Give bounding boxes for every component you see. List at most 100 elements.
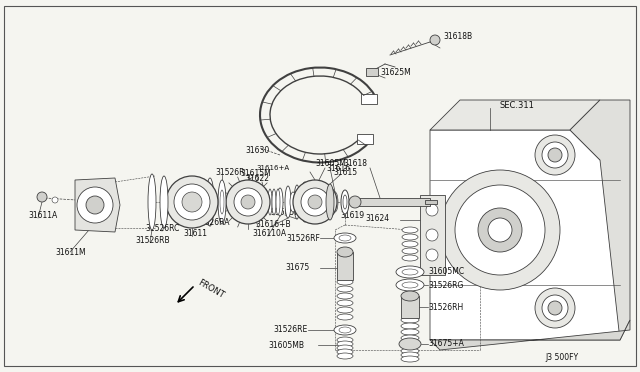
Text: 31611: 31611 [183, 228, 207, 237]
Circle shape [535, 135, 575, 175]
Circle shape [349, 196, 361, 208]
Text: 31616+B: 31616+B [255, 219, 291, 228]
Text: 31675+A: 31675+A [428, 340, 464, 349]
Ellipse shape [402, 255, 418, 261]
Circle shape [182, 192, 202, 212]
Ellipse shape [337, 300, 353, 306]
Ellipse shape [300, 182, 310, 222]
Ellipse shape [396, 279, 424, 291]
Text: FRONT: FRONT [196, 278, 225, 300]
Ellipse shape [277, 188, 283, 216]
Circle shape [535, 288, 575, 328]
Circle shape [426, 204, 438, 216]
Ellipse shape [401, 335, 419, 341]
Ellipse shape [401, 348, 419, 354]
Circle shape [542, 142, 568, 168]
Ellipse shape [314, 192, 320, 212]
Ellipse shape [402, 234, 418, 240]
Circle shape [226, 180, 270, 224]
Ellipse shape [337, 353, 353, 359]
Ellipse shape [401, 317, 419, 323]
Text: 31605MC: 31605MC [428, 267, 464, 276]
Text: 31526RF: 31526RF [286, 234, 320, 243]
Ellipse shape [337, 341, 353, 347]
Circle shape [430, 35, 440, 45]
Ellipse shape [285, 186, 291, 218]
Ellipse shape [268, 189, 272, 215]
Text: 31526RB: 31526RB [135, 235, 170, 244]
Text: 316110A: 316110A [252, 228, 286, 237]
Ellipse shape [337, 307, 353, 313]
Ellipse shape [337, 279, 353, 285]
Ellipse shape [218, 180, 226, 224]
Bar [361, 94, 377, 104]
Ellipse shape [337, 293, 353, 299]
Text: 31630: 31630 [245, 145, 269, 154]
Text: 31625M: 31625M [380, 67, 411, 77]
Circle shape [440, 170, 560, 290]
Ellipse shape [402, 241, 418, 247]
Circle shape [77, 187, 113, 223]
Bar [355, 198, 430, 206]
Ellipse shape [260, 189, 264, 215]
Ellipse shape [402, 248, 418, 254]
Ellipse shape [399, 338, 421, 350]
Circle shape [86, 196, 104, 214]
Ellipse shape [337, 286, 353, 292]
Ellipse shape [320, 192, 326, 212]
Text: 31622: 31622 [245, 173, 269, 183]
Ellipse shape [296, 192, 302, 212]
Circle shape [426, 229, 438, 241]
Text: 31611A: 31611A [28, 211, 57, 219]
Ellipse shape [402, 269, 418, 275]
Ellipse shape [343, 195, 347, 209]
Text: 31618B: 31618B [443, 32, 472, 41]
Ellipse shape [334, 325, 356, 335]
Ellipse shape [337, 337, 353, 343]
Ellipse shape [337, 247, 353, 257]
Ellipse shape [402, 227, 418, 233]
Text: 31615M: 31615M [240, 169, 271, 177]
Circle shape [548, 148, 562, 162]
Circle shape [293, 180, 337, 224]
Circle shape [241, 195, 255, 209]
Text: 31618: 31618 [343, 158, 367, 167]
Text: 31526RG: 31526RG [428, 280, 463, 289]
Text: 31675: 31675 [285, 263, 310, 273]
Text: J3 500FY: J3 500FY [545, 353, 578, 362]
Ellipse shape [326, 184, 334, 220]
Text: 31526R: 31526R [215, 167, 244, 176]
Ellipse shape [401, 356, 419, 362]
Ellipse shape [341, 190, 349, 214]
Circle shape [548, 301, 562, 315]
Ellipse shape [402, 282, 418, 288]
Circle shape [308, 195, 322, 209]
Bar [366, 68, 378, 76]
Bar [425, 200, 437, 204]
Bar [401, 296, 419, 318]
Circle shape [542, 295, 568, 321]
Ellipse shape [337, 349, 353, 355]
Circle shape [37, 192, 47, 202]
Polygon shape [430, 130, 620, 340]
Ellipse shape [326, 192, 332, 212]
Ellipse shape [148, 174, 156, 230]
Text: 31605MB: 31605MB [268, 340, 304, 350]
Ellipse shape [401, 291, 419, 301]
Text: 31624: 31624 [365, 214, 389, 222]
Circle shape [455, 185, 545, 275]
Ellipse shape [339, 327, 351, 333]
Ellipse shape [302, 192, 308, 212]
Text: 31605MA: 31605MA [270, 208, 306, 217]
Ellipse shape [206, 178, 214, 226]
Ellipse shape [401, 352, 419, 358]
Text: 31526RH: 31526RH [428, 302, 463, 311]
Ellipse shape [337, 314, 353, 320]
Ellipse shape [308, 192, 314, 212]
Circle shape [52, 197, 58, 203]
Ellipse shape [401, 329, 419, 335]
Text: 31605M: 31605M [315, 158, 346, 167]
Ellipse shape [272, 189, 276, 215]
Ellipse shape [332, 192, 338, 212]
Circle shape [488, 218, 512, 242]
